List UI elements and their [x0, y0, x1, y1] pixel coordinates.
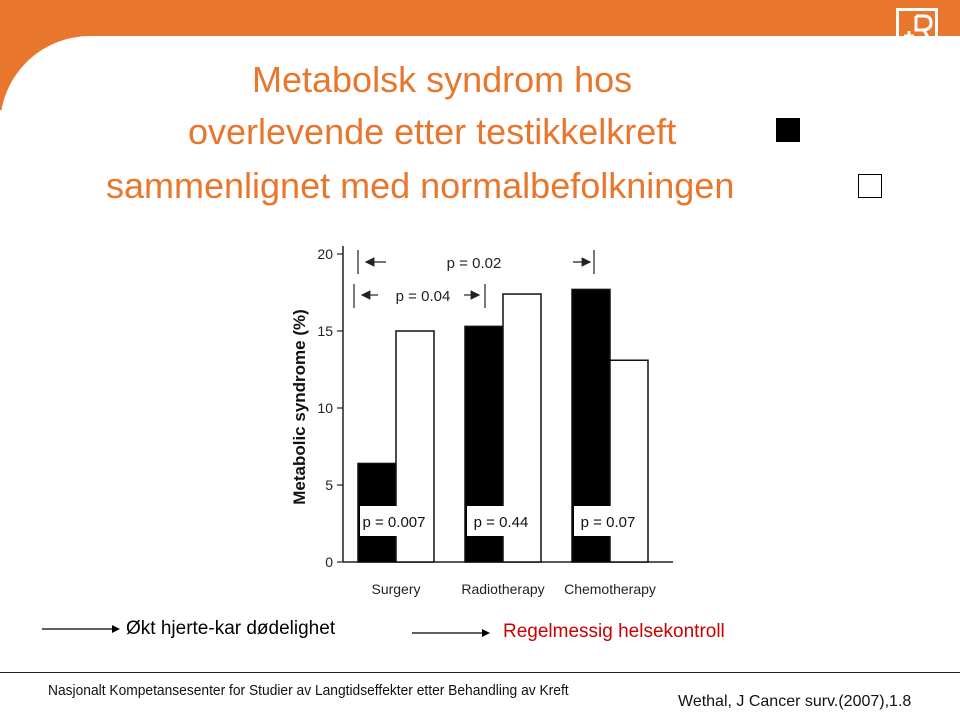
p-value-label: p = 0.44 — [474, 514, 529, 531]
arrow-icon — [412, 629, 490, 637]
slide-title: Metabolsk syndrom hos overlevende etter … — [0, 58, 960, 218]
note-cardiovascular: Økt hjerte-kar dødelighet — [126, 618, 336, 639]
footer-organization: Nasjonalt Kompetansesenter for Studier a… — [48, 682, 569, 699]
bar-chart: Metabolic syndrome (%) 0 5 10 15 20 Surgery R… — [290, 246, 673, 597]
footer-citation: Wethal, J Cancer surv.(2007),1.8 — [678, 693, 912, 710]
note-health-checkup: Regelmessig helsekontroll — [503, 621, 725, 642]
y-tick-label: 20 — [317, 246, 333, 262]
logo-icon — [896, 8, 938, 50]
comparison-p-outer: p = 0.02 — [447, 255, 502, 272]
arrow-icon — [42, 625, 120, 633]
p-value-label-bg — [360, 506, 432, 536]
title-line-3: sammenlignet med normalbefolkningen — [106, 165, 735, 206]
y-tick-label: 0 — [325, 554, 333, 570]
title-line-1: Metabolsk syndrom hos — [252, 59, 633, 100]
y-tick-label: 15 — [317, 323, 333, 339]
p-value-label: p = 0.07 — [581, 514, 636, 531]
comparison-p-inner: p = 0.04 — [396, 288, 451, 305]
x-category-label: Radiotherapy — [461, 581, 544, 597]
chart-panel: Metabolic syndrome (%) 0 5 10 15 20 Surgery R… — [248, 222, 856, 606]
title-line-2: overlevende etter testikkelkreft — [188, 111, 677, 152]
p-value-label-bg — [467, 506, 539, 536]
y-axis-label: Metabolic syndrome (%) — [290, 309, 309, 505]
x-category-label: Surgery — [371, 581, 420, 597]
x-category-label: Chemotherapy — [564, 581, 656, 597]
legend-filled-box — [776, 118, 800, 142]
y-tick-label: 10 — [317, 400, 333, 416]
header-curve — [0, 36, 960, 196]
footer-divider — [0, 672, 960, 673]
p-value-label-bg — [574, 506, 646, 536]
y-tick-label: 5 — [325, 477, 333, 493]
p-value-label: p = 0.007 — [363, 514, 426, 531]
legend-empty-box — [858, 174, 882, 198]
